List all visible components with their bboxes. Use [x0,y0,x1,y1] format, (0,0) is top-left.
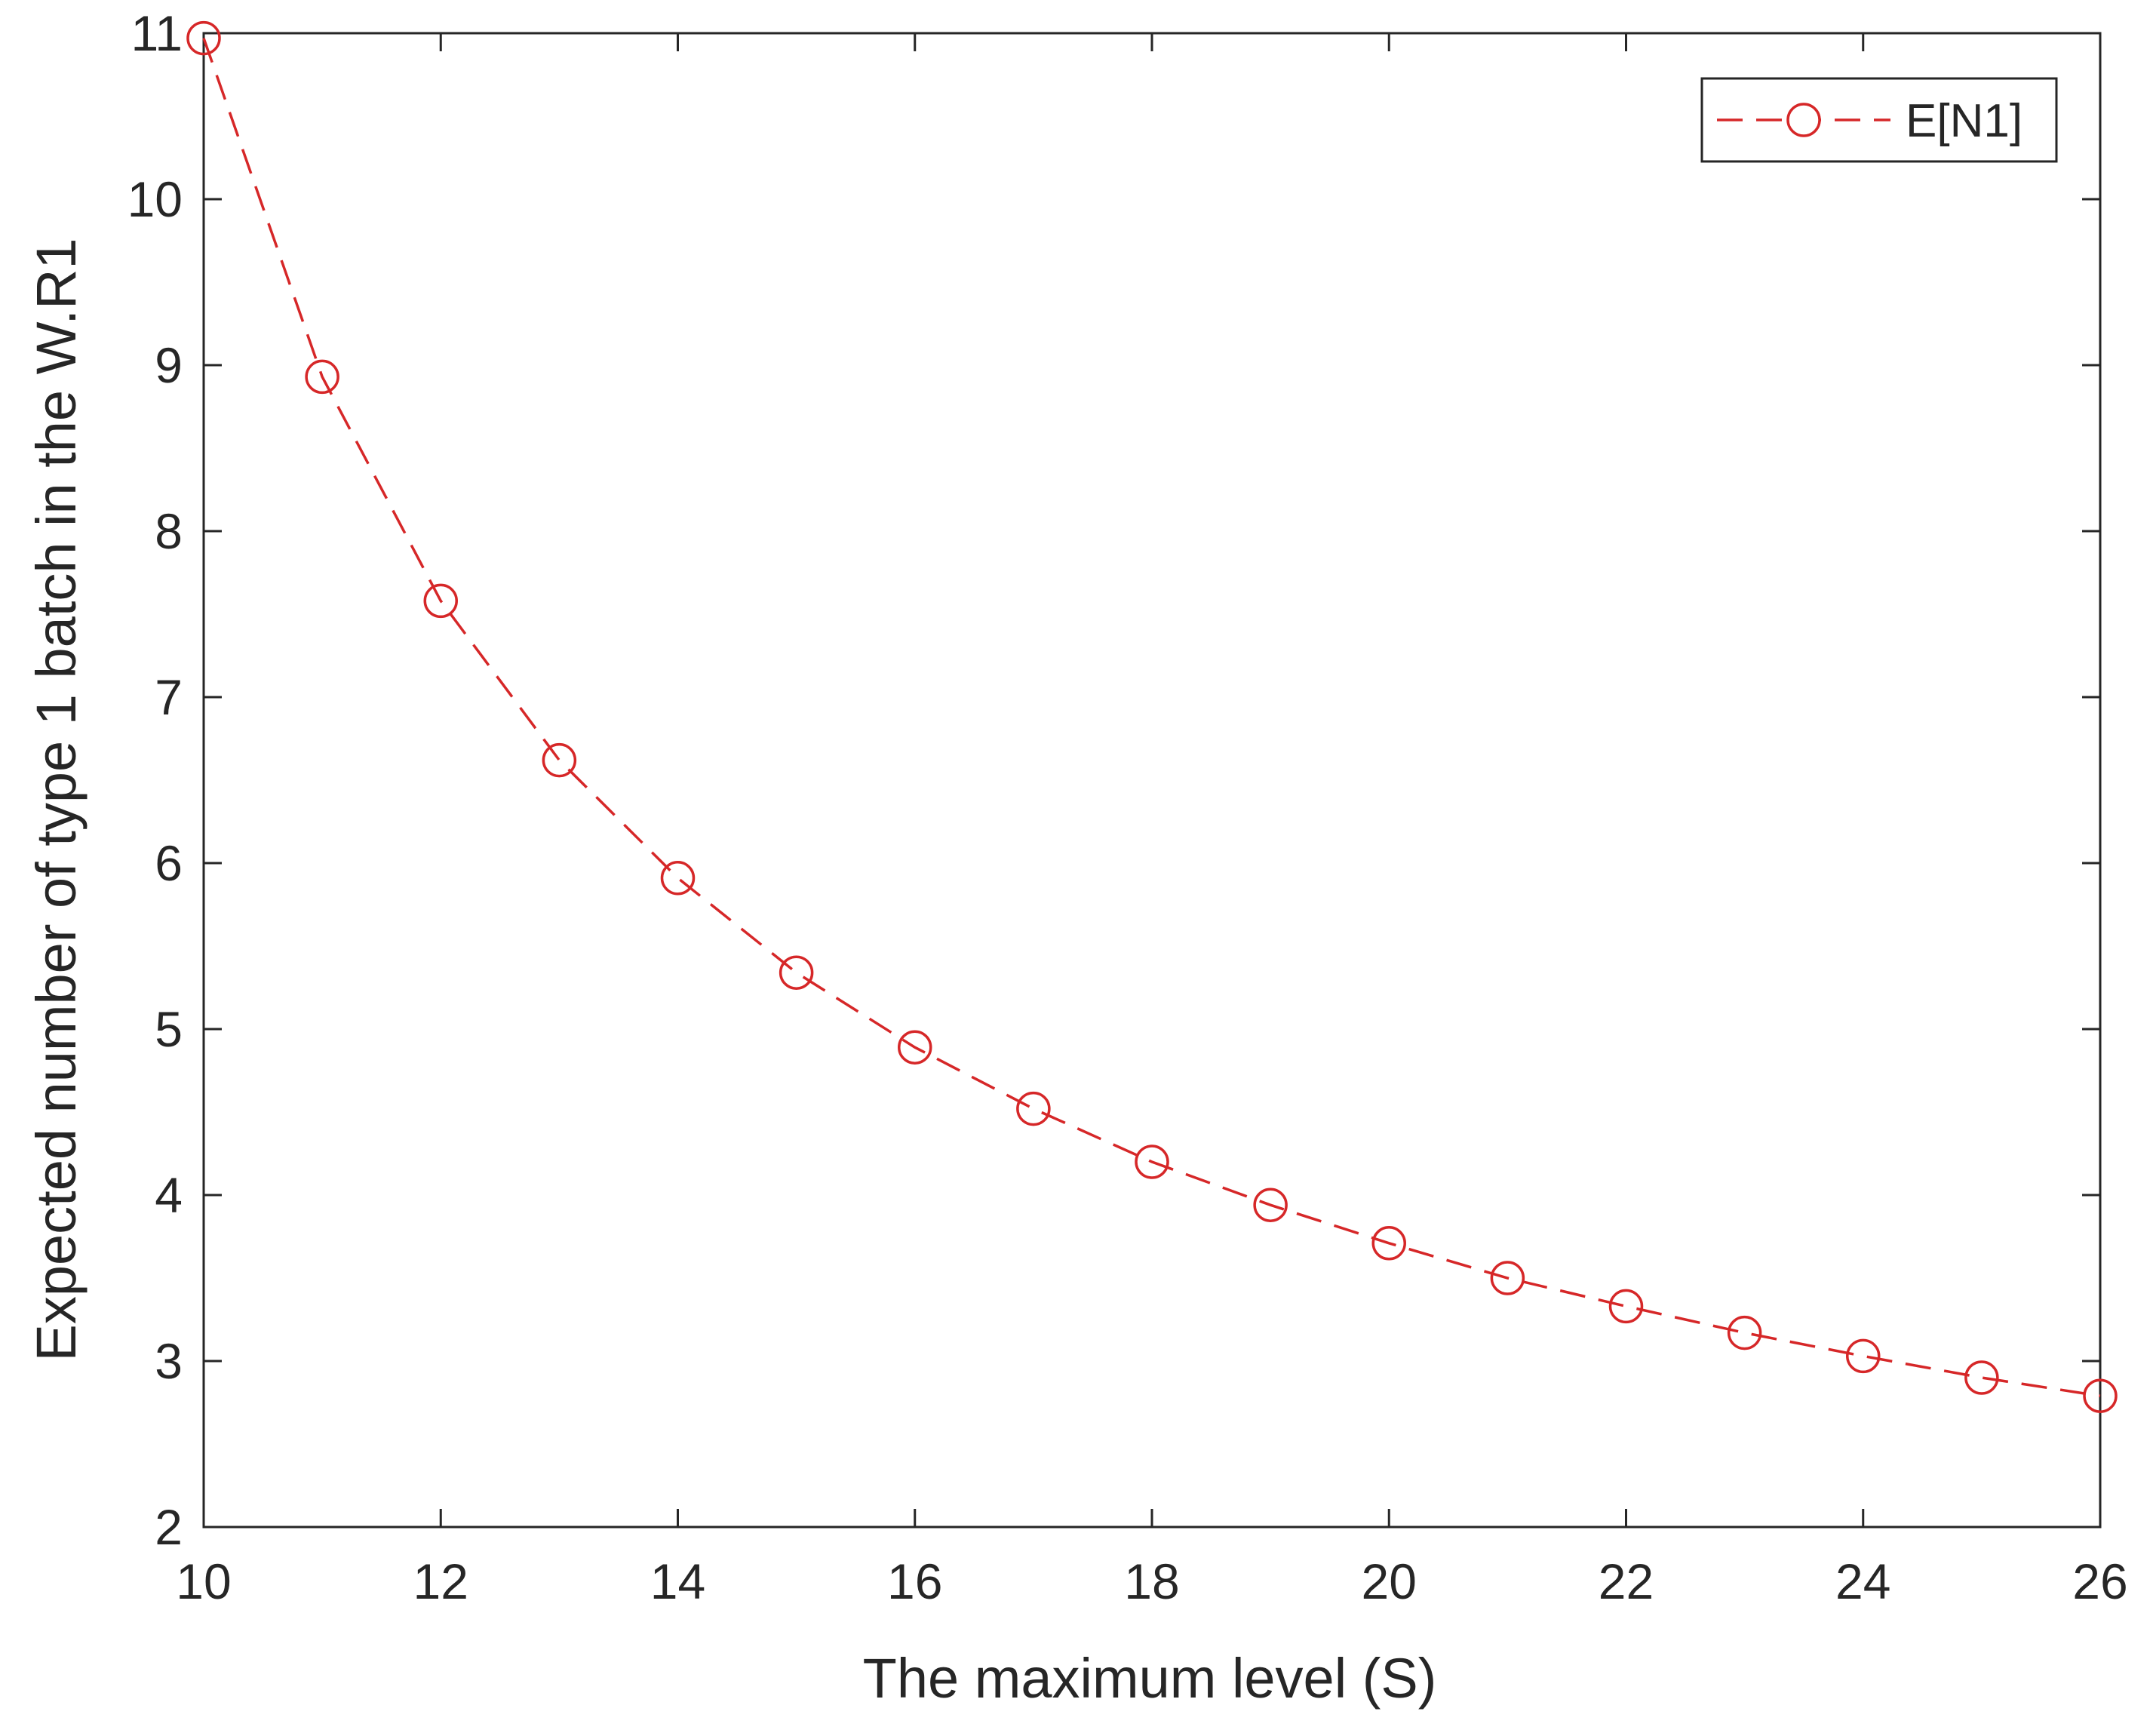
x-tick-label: 12 [413,1553,468,1609]
data-point [1253,1188,1288,1222]
data-point [1016,1091,1051,1126]
x-tick-label: 14 [650,1553,705,1609]
y-tick-label: 4 [155,1167,183,1223]
data-point [1608,1289,1644,1324]
x-tick-label: 16 [887,1553,942,1609]
y-tick-label: 8 [155,503,183,559]
data-point [1727,1315,1762,1350]
series-line-E[N1] [202,38,2101,1397]
x-tick-label: 24 [1835,1553,1890,1609]
data-point [305,359,339,395]
x-tick-label: 26 [2072,1553,2127,1609]
data-point [186,20,221,56]
x-axis-title: The maximum level (S) [863,1647,1437,1710]
data-point [423,583,458,619]
y-tick-label: 10 [127,171,183,227]
data-point [779,955,814,990]
y-tick-label: 7 [155,669,183,725]
y-tick-label: 11 [131,5,183,61]
x-tick-label: 20 [1362,1553,1417,1609]
data-point [1371,1226,1406,1261]
data-point [1964,1360,1999,1395]
y-axis-title: Expected number of type 1 batch in the W… [25,238,88,1361]
y-tick-label: 3 [155,1333,183,1389]
legend-marker [1786,103,1821,137]
data-point [660,861,696,896]
y-tick-label: 5 [155,1001,183,1057]
legend-label: E[N1] [1906,95,2022,147]
y-tick-label: 9 [155,337,183,393]
y-tick-label: 6 [155,835,183,891]
data-point [1135,1145,1169,1179]
x-tick-label: 10 [176,1553,231,1609]
data-point [2083,1378,2118,1413]
data-point [898,1030,932,1065]
data-point [1490,1261,1525,1295]
data-point [542,742,577,778]
y-tick-label: 2 [155,1499,183,1555]
x-tick-label: 18 [1124,1553,1179,1609]
data-point [1846,1338,1881,1374]
x-tick-label: 22 [1599,1553,1654,1609]
